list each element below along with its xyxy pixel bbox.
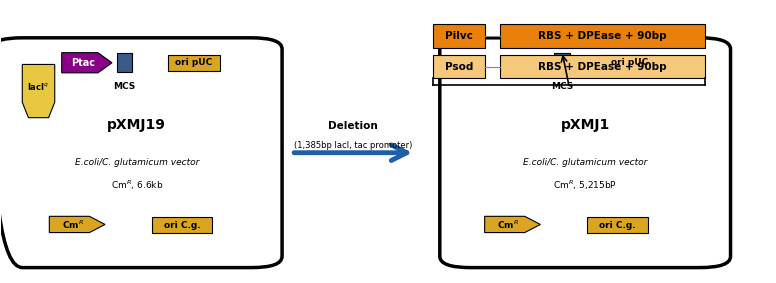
- Text: Ptac: Ptac: [71, 58, 95, 68]
- Bar: [433, 24, 486, 48]
- Text: Deletion: Deletion: [328, 121, 378, 131]
- Text: ori pUC: ori pUC: [175, 58, 213, 67]
- Bar: [603, 55, 656, 71]
- Text: Cm$^R$: Cm$^R$: [62, 218, 84, 231]
- Text: E.coli/C. glutamicum vector: E.coli/C. glutamicum vector: [74, 158, 199, 167]
- Bar: [587, 216, 648, 233]
- Polygon shape: [485, 216, 540, 233]
- Text: lacI$^q$: lacI$^q$: [27, 81, 50, 92]
- Polygon shape: [23, 65, 55, 118]
- Text: Psod: Psod: [445, 61, 473, 72]
- Text: (1,385bp lacI, tac promoter): (1,385bp lacI, tac promoter): [294, 141, 412, 150]
- Bar: [500, 24, 705, 48]
- Text: E.coli/C. glutamicum vector: E.coli/C. glutamicum vector: [523, 158, 647, 167]
- Text: RBS + DPEase + 90bp: RBS + DPEase + 90bp: [539, 61, 667, 72]
- Bar: [168, 55, 220, 71]
- Text: Pilvc: Pilvc: [445, 31, 473, 41]
- Bar: [433, 55, 486, 78]
- Text: MCS: MCS: [551, 82, 573, 91]
- Bar: [500, 55, 705, 78]
- Text: pXMJ19: pXMJ19: [107, 118, 166, 132]
- Text: RBS + DPEase + 90bp: RBS + DPEase + 90bp: [539, 31, 667, 41]
- Text: Cm$^R$: Cm$^R$: [497, 218, 519, 231]
- Text: ori C.g.: ori C.g.: [599, 220, 636, 230]
- Text: Cm$^R$, 5,215bP: Cm$^R$, 5,215bP: [553, 178, 617, 192]
- Polygon shape: [50, 216, 105, 233]
- Text: pXMJ1: pXMJ1: [560, 118, 610, 132]
- Text: ori pUC: ori pUC: [611, 58, 648, 67]
- Text: MCS: MCS: [113, 82, 136, 91]
- Bar: [152, 216, 213, 233]
- Text: ori C.g.: ori C.g.: [164, 220, 201, 230]
- Bar: [554, 53, 570, 72]
- Text: Cm$^R$, 6.6kb: Cm$^R$, 6.6kb: [110, 178, 163, 192]
- Bar: [116, 53, 132, 72]
- Polygon shape: [62, 53, 112, 73]
